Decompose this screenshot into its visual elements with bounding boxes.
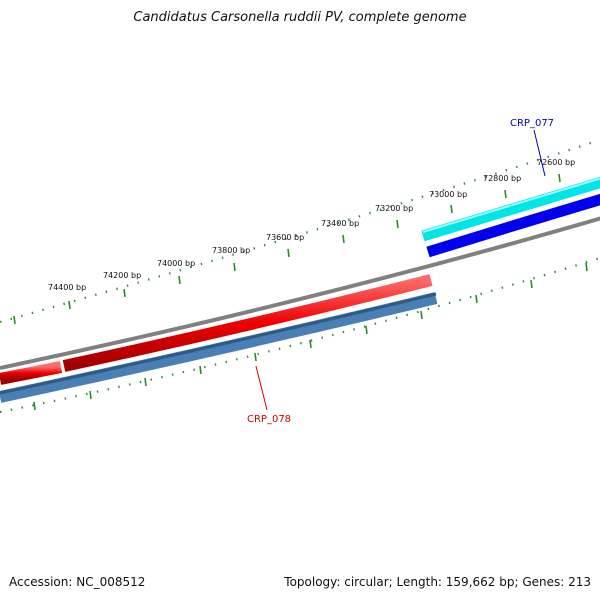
scale-label: 72800 bp — [483, 174, 521, 183]
accession-text: Accession: NC_008512 — [9, 575, 145, 589]
cds-red-left — [0, 367, 61, 379]
cds-steel — [0, 298, 436, 397]
scale-label: 73800 bp — [212, 246, 250, 255]
scale-label: 73200 bp — [375, 204, 413, 213]
cds-red-right — [64, 280, 431, 366]
gene-leader-crp-077 — [534, 130, 545, 176]
genome-summary-text: Topology: circular; Length: 159,662 bp; … — [284, 575, 591, 589]
scale-label: 74000 bp — [157, 259, 195, 268]
scale-label: 73000 bp — [429, 190, 467, 199]
scale-label: 73400 bp — [321, 219, 359, 228]
gene-label-crp-077[interactable]: CRP_077 — [510, 118, 554, 129]
scale-labels: 74400 bp 74200 bp 74000 bp 73800 bp 7360… — [48, 158, 575, 292]
inner-major-ticks — [34, 263, 587, 410]
scale-label: 74400 bp — [48, 283, 86, 292]
scale-label: 73600 bp — [266, 233, 304, 242]
gene-label-crp-078[interactable]: CRP_078 — [247, 414, 291, 425]
cds-steel-shade — [0, 294, 436, 393]
gene-leader-crp-078 — [256, 366, 267, 410]
scale-label: 74200 bp — [103, 271, 141, 280]
